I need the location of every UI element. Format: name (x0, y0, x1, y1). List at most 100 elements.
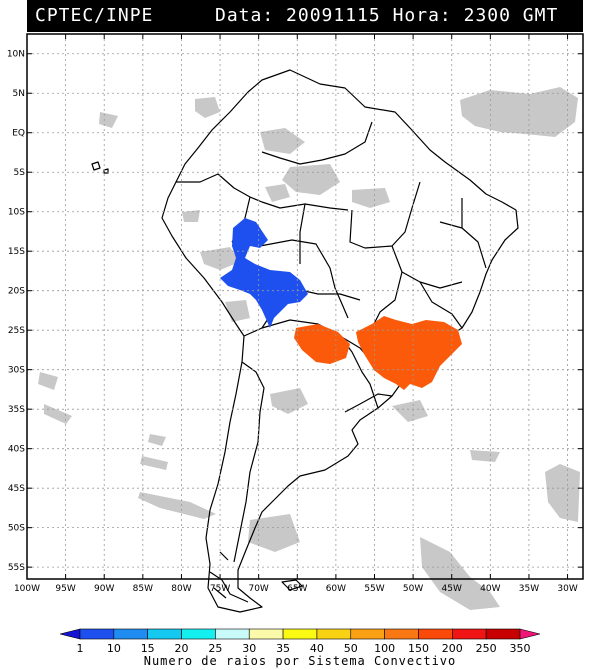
cloud-patch (282, 164, 340, 195)
cloud-patch (460, 87, 578, 137)
lon-label: 35W (519, 584, 539, 594)
country-border (344, 393, 393, 413)
cloud-patch (44, 404, 72, 424)
datetime-info: Data: 20091115 Hora: 2300 GMT (215, 0, 558, 32)
colorbar-label: 100 (374, 642, 395, 654)
tierra-del-fuego-fragments (209, 551, 249, 603)
state-border (419, 281, 463, 329)
state-border (299, 289, 361, 301)
colorbar-label: 350 (510, 642, 531, 654)
lat-label: 5N (13, 89, 25, 99)
lat-label: 25S (8, 326, 25, 336)
cloud-patch (200, 247, 240, 270)
hora-label: Hora: (392, 5, 452, 26)
cloud-patch (260, 128, 305, 154)
cloud-patch (99, 112, 118, 128)
cloud-patch (182, 210, 200, 222)
latitude-labels: 10N 5N EQ 5S 10S 15S 20S 25S 30S 35S 40S 45S 50S 55S (7, 50, 25, 573)
lon-label: 40W (480, 584, 500, 594)
state-border (391, 245, 463, 289)
axis-ticks (26, 34, 583, 579)
lon-label: 70W (248, 584, 268, 594)
cloud-patch (148, 434, 166, 446)
colorbar-label: 50 (344, 642, 358, 654)
cloud-patch (545, 464, 580, 522)
cloud-patch (248, 514, 300, 552)
lon-label: 65W (287, 584, 307, 594)
colorbar-cell (59, 628, 81, 640)
lon-label: 50W (403, 584, 423, 594)
cloud-patch (225, 300, 250, 322)
colorbar-cell (452, 628, 487, 640)
lat-label: 50S (8, 524, 25, 534)
colorbar-cell (418, 628, 453, 640)
colorbar-cell (282, 628, 318, 640)
lat-label: 35S (8, 405, 25, 415)
bolivia-peru-system (220, 218, 308, 328)
lon-label: 80W (171, 584, 191, 594)
longitude-labels: 100W 95W 90W 85W 80W 75W 70W 65W 60W 55W 50W 45W 40W… (14, 584, 578, 594)
colorbar-label: 10 (107, 642, 121, 654)
galapagos (91, 161, 109, 174)
lon-label: 45W (442, 584, 462, 594)
lat-label: 10S (8, 208, 25, 218)
colorbar-cell (519, 628, 541, 640)
date-value: 20091115 (286, 5, 381, 26)
colorbar-label: 20 (175, 642, 189, 654)
lat-label: 55S (8, 563, 25, 573)
country-border (176, 173, 349, 211)
lat-label: EQ (12, 129, 25, 139)
map-canvas: 10N5NEQ5S10S15S20S25S30S35S40S45S50S55S … (7, 33, 584, 613)
colorbar-labels: 1 10 15 20 25 30 35 40 50 100 150 200 250 350 (77, 642, 531, 654)
lon-label: 60W (326, 584, 346, 594)
colorbar-cell (248, 628, 284, 640)
colorbar-cell (113, 628, 148, 640)
colorbar-cell (215, 628, 250, 640)
country-border (261, 121, 373, 165)
colorbar-cell (384, 628, 419, 640)
lon-label: 55W (364, 584, 384, 594)
lat-label: 15S (8, 247, 25, 257)
colorbar-label: 200 (442, 642, 463, 654)
data-label: Data: (215, 5, 275, 26)
state-border (299, 203, 306, 264)
lon-label: 95W (55, 584, 75, 594)
colorbar-label: 40 (310, 642, 324, 654)
colorbar-title: Numero de raios por Sistema Convectivo (143, 654, 457, 668)
country-border (233, 361, 265, 563)
lat-label: 40S (8, 445, 25, 455)
lon-label: 75W (210, 584, 230, 594)
cloud-patch (195, 97, 220, 118)
cloud-patch (270, 388, 308, 414)
colorbar: 1 10 15 20 25 30 35 40 50 100 150 200 250 350 (59, 628, 541, 654)
cloud-patch (470, 450, 500, 462)
convective-systems-layer (220, 218, 462, 390)
colorbar-cell (316, 628, 352, 640)
colorbar-cells (59, 628, 541, 640)
graticule (26, 34, 583, 579)
organization-label: CPTEC/INPE (35, 5, 154, 26)
colorbar-cell (147, 628, 182, 640)
cloud-patch (140, 456, 168, 470)
lat-label: 10N (7, 50, 25, 60)
colorbar-cell (181, 628, 216, 640)
colorbar-cell (485, 628, 521, 640)
lon-label: 90W (94, 584, 114, 594)
colorbar-label: 1 (77, 642, 84, 654)
colorbar-label: 15 (141, 642, 155, 654)
lat-label: 20S (8, 287, 25, 297)
lon-label: 100W (14, 584, 40, 594)
colorbar-cell (79, 628, 115, 640)
cloud-cover-layer (38, 87, 580, 610)
colorbar-label: 25 (208, 642, 222, 654)
southeast-brazil-system (294, 316, 462, 390)
lon-label: 85W (133, 584, 153, 594)
time-value: 2300 GMT (463, 5, 559, 26)
state-border (439, 221, 487, 269)
colorbar-cell (350, 628, 385, 640)
colorbar-label: 30 (242, 642, 256, 654)
cloud-patch (38, 372, 58, 390)
lat-label: 5S (14, 168, 26, 178)
cloud-patch (265, 184, 290, 202)
lat-label: 30S (8, 366, 25, 376)
